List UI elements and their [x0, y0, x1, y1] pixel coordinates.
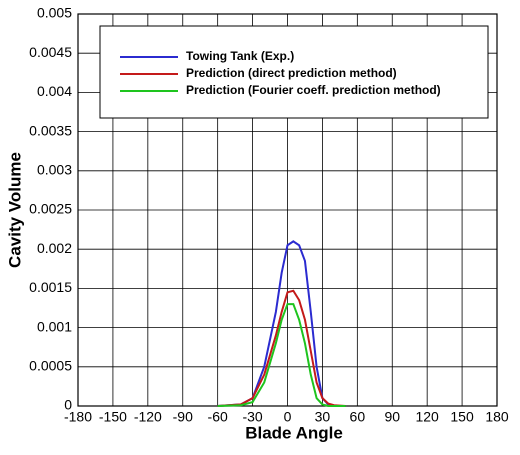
series-line: [217, 289, 346, 407]
y-axis-title: Cavity Volume: [5, 152, 24, 268]
series-line: [217, 303, 346, 407]
legend-label: Towing Tank (Exp.): [186, 49, 294, 63]
y-tick-label: 0.0025: [29, 201, 72, 217]
x-tick-label: -120: [134, 409, 162, 425]
x-tick-label: -30: [242, 409, 262, 425]
x-axis-title: Blade Angle: [245, 423, 343, 442]
x-tick-label: 60: [350, 409, 366, 425]
y-tick-label: 0: [64, 397, 72, 413]
y-tick-label: 0.004: [37, 83, 72, 99]
legend-label: Prediction (direct prediction method): [186, 66, 397, 80]
y-tick-label: 0.0005: [29, 358, 72, 374]
x-tick-label: -180: [64, 409, 92, 425]
plot-frame: [77, 13, 498, 407]
y-tick-label: 0.0015: [29, 279, 72, 295]
x-tick-label: 90: [384, 409, 400, 425]
x-tick-label: 150: [450, 409, 474, 425]
y-tick-label: 0.001: [37, 318, 72, 334]
legend-box: [99, 25, 489, 119]
x-tick-label: -150: [99, 409, 127, 425]
x-tick-label: 30: [315, 409, 331, 425]
y-tick-label: 0.003: [37, 162, 72, 178]
x-tick-label: 180: [485, 409, 509, 425]
y-tick-label: 0.0045: [29, 44, 72, 60]
x-tick-label: 0: [284, 409, 292, 425]
x-tick-label: -90: [173, 409, 193, 425]
y-tick-label: 0.005: [37, 5, 72, 21]
x-tick-label: 120: [415, 409, 439, 425]
x-tick-label: -60: [208, 409, 228, 425]
y-tick-label: 0.002: [37, 240, 72, 256]
legend-label: Prediction (Fourier coeff. prediction me…: [186, 83, 441, 97]
y-tick-label: 0.0035: [29, 122, 72, 138]
